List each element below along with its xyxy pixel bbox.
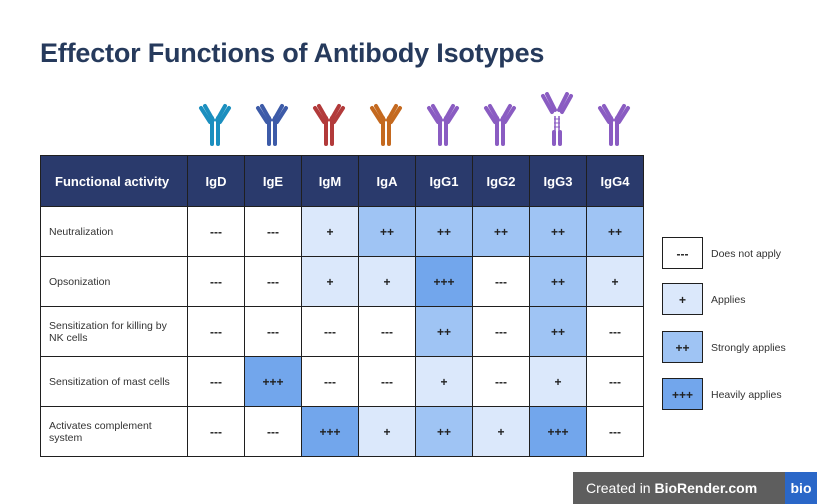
- table-cell: ---: [586, 406, 644, 457]
- table-cell: ---: [244, 206, 302, 257]
- table-cell: +: [415, 356, 473, 407]
- row-label: Opsonization: [40, 256, 188, 307]
- table-cell: ++: [415, 206, 473, 257]
- igd-antibody-icon: [195, 92, 235, 150]
- row-label: Sensitization of mast cells: [40, 356, 188, 407]
- header-igm: IgM: [301, 155, 359, 207]
- row-label: Activates complement system: [40, 406, 188, 457]
- table-header-row: Functional activity IgD IgE IgM IgA IgG1 IgG2…: [40, 155, 644, 207]
- iga-antibody-icon: [366, 92, 406, 150]
- igg1-antibody-icon: [423, 92, 463, 150]
- table-cell: ---: [358, 356, 416, 407]
- table-cell: ---: [472, 356, 530, 407]
- table-cell: +: [358, 406, 416, 457]
- biorender-logo-icon: bio: [785, 472, 817, 504]
- table-cell: ++: [529, 206, 587, 257]
- table-cell: ---: [472, 256, 530, 307]
- table-cell: ---: [586, 356, 644, 407]
- igg2-antibody-icon: [480, 92, 520, 150]
- table-cell: +++: [415, 256, 473, 307]
- table-cell: ---: [301, 356, 359, 407]
- table-row: Activates complement system --- --- +++ + ++ +…: [40, 406, 644, 457]
- table-cell: ---: [187, 206, 245, 257]
- ige-antibody-icon: [252, 92, 292, 150]
- header-iga: IgA: [358, 155, 416, 207]
- table-cell: ---: [472, 306, 530, 357]
- header-igg1: IgG1: [415, 155, 473, 207]
- legend-swatch: ++: [662, 331, 703, 363]
- table-cell: ++: [472, 206, 530, 257]
- legend-label: Strongly applies: [711, 342, 786, 354]
- biorender-credit[interactable]: Created in BioRender.com bio: [573, 472, 817, 504]
- igm-antibody-icon: [309, 92, 349, 150]
- igg4-antibody-icon: [594, 92, 634, 150]
- table-cell: ---: [244, 256, 302, 307]
- table-cell: ---: [187, 256, 245, 307]
- header-igg4: IgG4: [586, 155, 644, 207]
- table-row: Opsonization --- --- + + +++ --- ++ +: [40, 256, 644, 307]
- table-row: Sensitization for killing by NK cells ---…: [40, 306, 644, 357]
- table-cell: ++: [586, 206, 644, 257]
- table-cell: +: [586, 256, 644, 307]
- header-ige: IgE: [244, 155, 302, 207]
- table-cell: ++: [358, 206, 416, 257]
- table-cell: +: [358, 256, 416, 307]
- header-functional-activity: Functional activity: [40, 155, 188, 207]
- table-cell: +++: [529, 406, 587, 457]
- credit-text: Created in BioRender.com: [586, 480, 757, 496]
- table-cell: ---: [244, 306, 302, 357]
- table-cell: ---: [244, 406, 302, 457]
- table-cell: +: [301, 256, 359, 307]
- table-cell: +: [529, 356, 587, 407]
- row-label: Sensitization for killing by NK cells: [40, 306, 188, 357]
- page-title: Effector Functions of Antibody Isotypes: [40, 38, 545, 68]
- header-igg2: IgG2: [472, 155, 530, 207]
- table-cell: +++: [244, 356, 302, 407]
- legend-label: Heavily applies: [711, 389, 782, 401]
- credit-prefix: Created in: [586, 480, 651, 496]
- igg3-antibody-icon: [537, 92, 577, 150]
- legend-swatch: ---: [662, 237, 703, 269]
- antibody-icon-row: [0, 92, 817, 150]
- table-cell: ---: [358, 306, 416, 357]
- effector-function-table: Functional activity IgD IgE IgM IgA IgG1 IgG2…: [40, 155, 644, 457]
- credit-brand: BioRender.com: [654, 480, 758, 496]
- table-row: Sensitization of mast cells --- +++ --- --- +…: [40, 356, 644, 407]
- table-cell: ---: [187, 406, 245, 457]
- table-cell: ---: [187, 306, 245, 357]
- legend-label: Does not apply: [711, 248, 782, 260]
- table-cell: ---: [187, 356, 245, 407]
- legend-label: Applies: [711, 294, 746, 306]
- header-igg3: IgG3: [529, 155, 587, 207]
- row-label: Neutralization: [40, 206, 188, 257]
- table-cell: +++: [301, 406, 359, 457]
- table-cell: ++: [529, 256, 587, 307]
- table-cell: ---: [301, 306, 359, 357]
- table-cell: ++: [415, 406, 473, 457]
- table-cell: +: [472, 406, 530, 457]
- table-cell: ---: [586, 306, 644, 357]
- table-cell: ++: [529, 306, 587, 357]
- legend-swatch: +++: [662, 378, 703, 410]
- table-row: Neutralization --- --- + ++ ++ ++ ++ ++: [40, 206, 644, 257]
- legend-swatch: +: [662, 283, 703, 315]
- table-cell: ++: [415, 306, 473, 357]
- table-cell: +: [301, 206, 359, 257]
- header-igd: IgD: [187, 155, 245, 207]
